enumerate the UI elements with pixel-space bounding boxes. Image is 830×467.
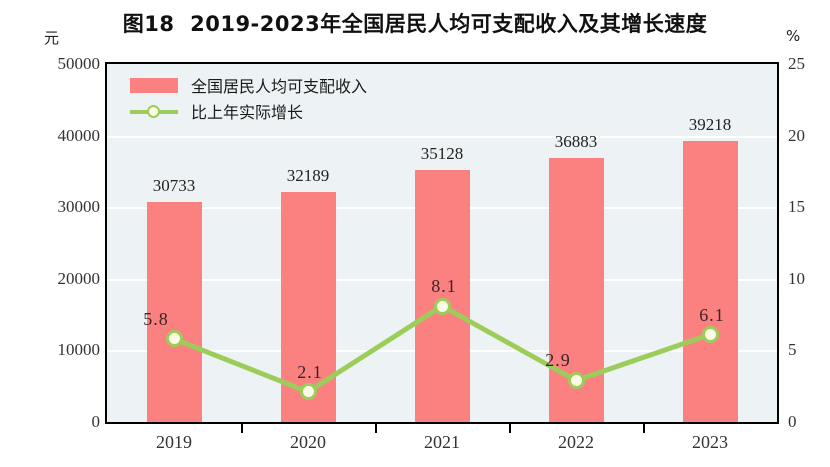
line-marker[interactable] xyxy=(567,371,585,389)
line-value-label: 6.1 xyxy=(699,304,725,325)
right-axis-tick: 5 xyxy=(788,340,797,360)
legend-item-label: 比上年实际增长 xyxy=(191,103,304,122)
chart-legend: 全国居民人均可支配收入 比上年实际增长 xyxy=(130,72,460,124)
right-axis-tick: 20 xyxy=(788,125,805,145)
plot-area xyxy=(105,62,779,424)
line-value-label: 8.1 xyxy=(431,276,457,296)
legend-item-income: 全国居民人均可支配收入 xyxy=(130,72,460,98)
left-axis-unit-label: 元 xyxy=(44,29,60,47)
line-marker[interactable] xyxy=(299,383,317,401)
x-axis-tick: 2022 xyxy=(558,432,594,452)
bar[interactable] xyxy=(682,141,738,422)
right-axis-tick-labels: 25 20 15 10 5 0 xyxy=(788,54,830,431)
right-axis-tick: 25 xyxy=(788,54,805,73)
line-value-label: 2.1 xyxy=(297,361,323,382)
left-axis-tick: 20000 xyxy=(57,268,101,288)
right-axis-tick: 15 xyxy=(788,197,805,217)
gridline xyxy=(107,135,777,138)
line-marker[interactable] xyxy=(701,326,719,344)
chart-title: 图18 2019-2023年全国居民人均可支配收入及其增长速度 xyxy=(122,12,708,36)
bar-value-label: 35128 xyxy=(420,144,464,164)
left-axis-tick: 10000 xyxy=(57,340,101,360)
x-axis-tick: 2019 xyxy=(156,432,192,452)
line-value-label: 2.9 xyxy=(545,350,571,371)
right-axis-unit-label: % xyxy=(786,27,801,45)
legend-line-swatch-icon xyxy=(130,104,178,119)
legend-item-label: 全国居民人均可支配收入 xyxy=(191,77,368,96)
tickmark xyxy=(509,424,511,433)
x-axis-tick: 2020 xyxy=(290,432,326,452)
left-axis-tick: 0 xyxy=(91,412,101,431)
line-marker[interactable] xyxy=(165,330,183,348)
tickmark xyxy=(643,424,645,433)
left-axis-tick: 40000 xyxy=(57,125,101,145)
left-axis-tick: 50000 xyxy=(57,54,101,73)
plot-inner xyxy=(107,64,777,422)
legend-item-growth: 比上年实际增长 xyxy=(130,98,460,124)
right-axis-tick: 0 xyxy=(788,412,797,431)
right-axis-tick: 10 xyxy=(788,268,805,288)
tickmark xyxy=(375,424,377,433)
tickmark xyxy=(241,424,243,433)
left-axis-tick: 30000 xyxy=(57,197,101,217)
bar-value-label: 32189 xyxy=(286,165,330,185)
bar-value-label: 30733 xyxy=(152,175,196,195)
bar-value-label: 39218 xyxy=(688,115,732,135)
left-axis-tick-labels: 50000 40000 30000 20000 10000 0 xyxy=(0,54,101,431)
legend-bar-swatch-icon xyxy=(130,77,178,93)
x-axis-tick: 2021 xyxy=(424,432,460,452)
bar-value-label: 36883 xyxy=(554,131,598,151)
x-axis-tick: 2023 xyxy=(692,432,728,452)
line-marker[interactable] xyxy=(433,297,451,315)
line-value-label: 5.8 xyxy=(143,308,169,329)
